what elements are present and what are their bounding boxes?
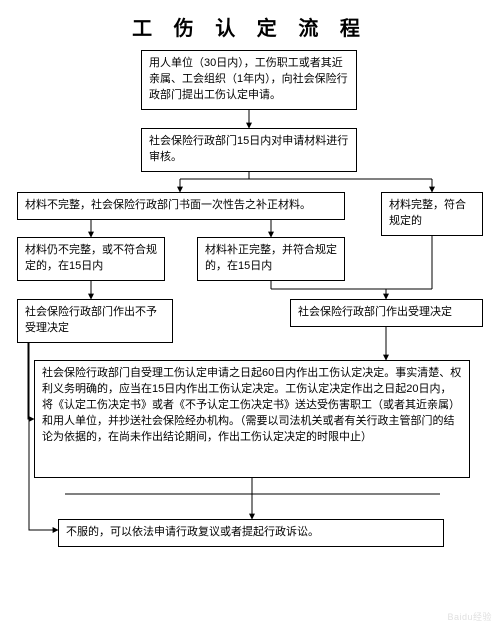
flow-node-n2: 社会保险行政部门15日内对申请材料进行审核。 [141, 128, 357, 172]
flow-node-n10: 不服的，可以依法申请行政复议或者提起行政诉讼。 [58, 519, 444, 547]
flow-node-n9: 社会保险行政部门自受理工伤认定申请之日起60日内作出工伤认定决定。事实清楚、权利… [34, 360, 470, 478]
flow-node-n6: 材料补正完整，并符合规定的，在15日内 [197, 237, 345, 281]
flow-node-n5: 材料仍不完整，或不符合规定的，在15日内 [17, 237, 165, 281]
flow-node-n3: 材料不完整，社会保险行政部门书面一次性告之补正材料。 [17, 192, 345, 220]
flow-node-n4: 材料完整，符合规定的 [381, 192, 483, 236]
flow-node-n8: 社会保险行政部门作出受理决定 [290, 299, 483, 327]
flow-node-n1: 用人单位（30日内），工伤职工或者其近亲属、工会组织（1年内），向社会保险行政部… [141, 50, 357, 110]
watermark: Baidu经验 [447, 610, 492, 623]
flow-node-n7: 社会保险行政部门作出不予受理决定 [17, 299, 173, 343]
